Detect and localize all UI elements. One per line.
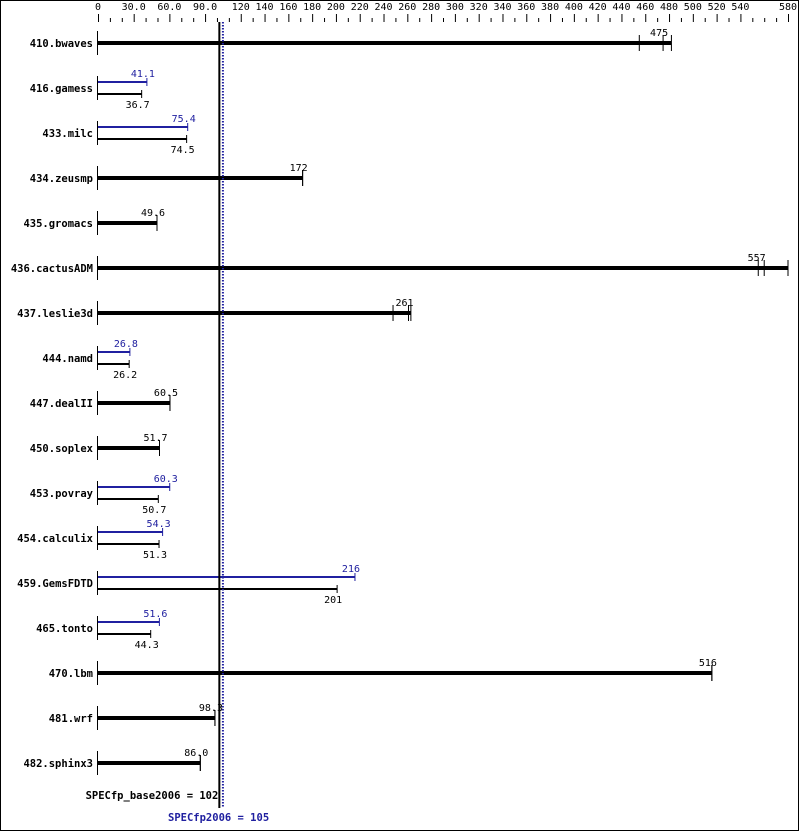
benchmark-label: 465.tonto <box>36 623 93 635</box>
axis-tick-label: 460 <box>636 2 654 13</box>
base-value-label: 516 <box>699 658 717 669</box>
peak-value-label: 26.8 <box>114 339 138 350</box>
axis-tick-label: 480 <box>660 2 678 13</box>
axis-tick-label: 340 <box>493 2 511 13</box>
benchmark-label: 453.povray <box>30 488 94 500</box>
peak-value-label: 41.1 <box>131 69 155 80</box>
base-value-label: 172 <box>290 163 308 174</box>
axis-tick-label: 30.0 <box>122 2 146 13</box>
base-value-label: 51.7 <box>143 433 167 444</box>
base-value-label: 86.0 <box>184 748 208 759</box>
axis-tick-label: 220 <box>351 2 369 13</box>
axis-tick-label: 60.0 <box>157 2 181 13</box>
base-value-label: 557 <box>748 253 766 264</box>
peak-value-label: 216 <box>342 564 360 575</box>
axis-tick-label: 260 <box>398 2 416 13</box>
axis-tick-label: 360 <box>517 2 535 13</box>
benchmark-label: 434.zeusmp <box>30 173 93 185</box>
axis-tick-label: 280 <box>422 2 440 13</box>
axis-tick-label: 140 <box>256 2 274 13</box>
base-value-label: 36.7 <box>126 100 150 111</box>
axis-tick-label: 440 <box>612 2 630 13</box>
benchmark-label: 416.gamess <box>30 83 93 95</box>
benchmark-label: 482.sphinx3 <box>23 758 93 770</box>
base-value-label: 201 <box>324 595 342 606</box>
benchmark-label: 435.gromacs <box>23 218 93 230</box>
axis-tick-label: 200 <box>327 2 345 13</box>
axis-tick-label: 240 <box>374 2 392 13</box>
benchmark-label: 454.calculix <box>17 533 94 545</box>
peak-value-label: 60.3 <box>154 474 178 485</box>
peak-score-label: SPECfp2006 = 105 <box>168 812 269 824</box>
base-value-label: 50.7 <box>142 505 166 516</box>
peak-value-label: 75.4 <box>172 114 196 125</box>
base-score-label: SPECfp_base2006 = 102 <box>86 790 219 802</box>
axis-tick-label: 320 <box>470 2 488 13</box>
axis-tick-label: 380 <box>541 2 559 13</box>
axis-tick-label: 500 <box>684 2 702 13</box>
benchmark-label: 459.GemsFDTD <box>17 578 93 590</box>
benchmark-label: 481.wrf <box>49 713 93 725</box>
peak-value-label: 54.3 <box>147 519 171 530</box>
axis-tick-label: 160 <box>279 2 297 13</box>
base-value-label: 475 <box>650 28 668 39</box>
base-value-label: 60.5 <box>154 388 178 399</box>
benchmark-label: 470.lbm <box>49 668 93 680</box>
axis-tick-label: 520 <box>708 2 726 13</box>
base-value-label: 49.6 <box>141 208 165 219</box>
benchmark-label: 444.namd <box>42 353 93 365</box>
axis-tick-label: 90.0 <box>193 2 217 13</box>
axis-tick-label: 420 <box>589 2 607 13</box>
benchmark-label: 410.bwaves <box>30 38 93 50</box>
base-value-label: 74.5 <box>171 145 195 156</box>
peak-value-label: 51.6 <box>143 609 167 620</box>
axis-tick-label: 0 <box>95 2 101 13</box>
benchmark-label: 450.soplex <box>30 443 94 455</box>
axis-tick-label: 540 <box>731 2 749 13</box>
axis-tick-label: 180 <box>303 2 321 13</box>
axis-tick-label: 120 <box>232 2 250 13</box>
axis-tick-label: 400 <box>565 2 583 13</box>
base-value-label: 26.2 <box>113 370 137 381</box>
base-value-label: 44.3 <box>135 640 159 651</box>
base-value-label: 98.3 <box>199 703 223 714</box>
benchmark-label: 436.cactusADM <box>11 263 93 275</box>
axis-tick-label: 580 <box>779 2 797 13</box>
axis-tick-label: 300 <box>446 2 464 13</box>
benchmark-label: 447.dealII <box>30 398 93 410</box>
base-value-label: 261 <box>395 298 413 309</box>
benchmark-label: 433.milc <box>42 128 93 140</box>
benchmark-label: 437.leslie3d <box>17 308 93 320</box>
base-value-label: 51.3 <box>143 550 167 561</box>
